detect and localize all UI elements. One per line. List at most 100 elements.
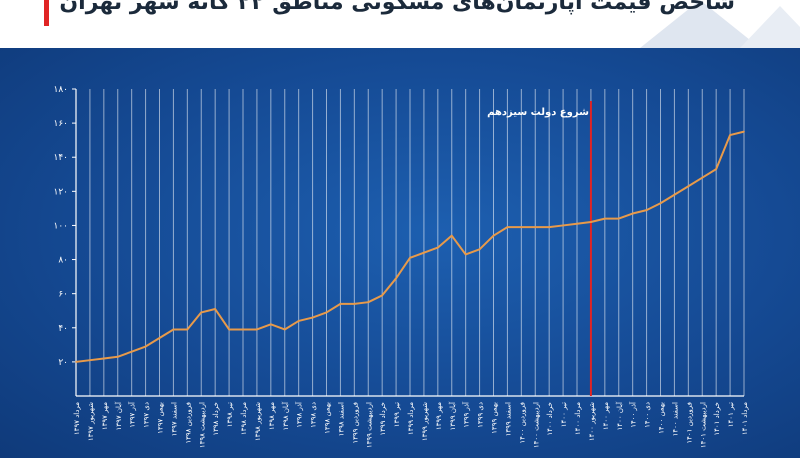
data-point bbox=[437, 246, 439, 249]
x-tick-label: اسفند ۱۳۹۹ bbox=[504, 402, 512, 436]
x-tick-label: مرداد ۱۴۰۰ bbox=[574, 402, 582, 435]
data-point bbox=[158, 337, 161, 339]
data-point bbox=[409, 257, 411, 259]
data-point bbox=[715, 168, 717, 170]
x-tick-label: مرداد ۱۳۹۹ bbox=[407, 402, 415, 435]
data-point bbox=[325, 311, 328, 314]
data-point bbox=[576, 222, 578, 225]
x-tick-labels: مرداد ۱۳۹۷ شهریور ۱۳۹۷ مهر ۱۳۹۷ آبان ۱۳۹۷ آذ… bbox=[73, 401, 749, 448]
data-point bbox=[506, 226, 509, 228]
x-tick-label: آذر ۱۳۹۷ bbox=[128, 401, 137, 428]
data-point bbox=[617, 217, 620, 220]
x-tick-label: دی ۱۴۰۰ bbox=[644, 402, 652, 428]
data-point bbox=[297, 320, 300, 322]
y-tick-label: ۸۰ bbox=[58, 256, 68, 266]
title-accent-bar bbox=[44, 0, 49, 26]
data-point bbox=[130, 350, 133, 353]
x-tick-label: بهمن ۱۳۹۹ bbox=[491, 402, 499, 434]
x-tick-label: اردیبهشت ۱۳۹۸ bbox=[198, 402, 206, 448]
x-tick-label: خرداد ۱۴۰۱ bbox=[713, 402, 721, 436]
data-point bbox=[103, 357, 105, 360]
x-tick-label: خرداد ۱۳۹۸ bbox=[212, 402, 220, 436]
x-tick-label: تیر ۱۳۹۸ bbox=[226, 402, 234, 427]
x-tick-label: اردیبهشت ۱۴۰۰ bbox=[532, 402, 540, 448]
x-tick-label: بهمن ۱۴۰۰ bbox=[658, 402, 666, 434]
y-tick-label: ۱۶۰ bbox=[53, 119, 68, 129]
y-tick-label: ۲۰ bbox=[58, 358, 68, 368]
x-tick-label: خرداد ۱۴۰۰ bbox=[546, 402, 554, 436]
x-tick-label: مهر ۱۳۹۹ bbox=[435, 402, 443, 430]
data-point bbox=[172, 328, 175, 331]
data-point bbox=[116, 355, 119, 358]
data-point bbox=[729, 134, 731, 136]
data-point bbox=[200, 311, 203, 314]
x-tick-label: فروردین ۱۴۰۱ bbox=[685, 402, 693, 444]
data-point bbox=[270, 323, 272, 326]
data-point bbox=[534, 226, 537, 228]
x-tick-label: دی ۱۳۹۹ bbox=[477, 402, 485, 428]
data-point bbox=[520, 226, 523, 228]
x-tick-label: دی ۱۳۹۸ bbox=[310, 402, 318, 428]
x-tick-label: آذر ۱۳۹۸ bbox=[295, 401, 304, 428]
data-point bbox=[450, 234, 453, 237]
data-point bbox=[89, 359, 91, 361]
x-tick-label: مهر ۱۴۰۰ bbox=[602, 402, 610, 430]
vertical-gridlines bbox=[75, 89, 745, 396]
x-tick-label: شهریور ۱۳۹۷ bbox=[87, 402, 95, 441]
data-point bbox=[631, 212, 634, 215]
y-tick-label: ۱۴۰ bbox=[53, 153, 68, 163]
data-point bbox=[144, 345, 147, 348]
x-tick-label: فروردین ۱۳۹۸ bbox=[184, 402, 192, 444]
annotations: شروع دولت سیزدهم bbox=[487, 101, 592, 396]
data-point bbox=[701, 176, 704, 179]
chart-panel: ۲۰ ۴۰ ۶۰ ۸۰ ۱۰۰ ۱۲۰ ۱۴۰ ۱۶۰ ۱۸۰ مرداد ۱۳۹۷ شهریور… bbox=[0, 48, 800, 458]
axes bbox=[75, 89, 744, 397]
x-tick-label: فروردین ۱۳۹۹ bbox=[351, 402, 359, 444]
x-tick-label: مرداد ۱۴۰۱ bbox=[741, 402, 749, 435]
x-tick-label: دی ۱۳۹۷ bbox=[143, 402, 151, 428]
data-point bbox=[645, 209, 648, 211]
x-tick-label: شهریور ۱۴۰۰ bbox=[588, 402, 596, 441]
data-point bbox=[743, 130, 745, 133]
x-tick-label: مرداد ۱۳۹۷ bbox=[73, 402, 81, 435]
y-tick-label: ۶۰ bbox=[58, 290, 68, 300]
x-tick-label: آذر ۱۳۹۹ bbox=[462, 401, 471, 428]
data-point bbox=[339, 303, 342, 305]
data-point bbox=[492, 234, 495, 237]
data-point bbox=[604, 217, 606, 220]
data-point bbox=[659, 202, 662, 205]
data-point bbox=[687, 185, 690, 188]
x-tick-label: آبان ۱۳۹۷ bbox=[114, 401, 123, 430]
x-tick-label: اسفند ۱۴۰۰ bbox=[671, 402, 679, 436]
x-tick-label: اردیبهشت ۱۳۹۹ bbox=[365, 402, 373, 448]
data-point bbox=[311, 316, 314, 319]
x-tick-label: مهر ۱۳۹۷ bbox=[101, 402, 109, 430]
page-title: شاخص قیمت آپارتمان‌های مسکونی مناطق ۲۲ گ… bbox=[59, 0, 735, 15]
data-point bbox=[75, 361, 77, 363]
x-tick-label: آبان ۱۳۹۸ bbox=[281, 401, 290, 430]
x-tick-label: آبان ۱۳۹۹ bbox=[448, 401, 457, 430]
data-point bbox=[423, 251, 425, 254]
data-point bbox=[548, 226, 550, 228]
y-tick-label: ۱۰۰ bbox=[53, 221, 68, 231]
data-point bbox=[283, 328, 286, 331]
data-point bbox=[562, 224, 564, 227]
data-point bbox=[367, 301, 370, 303]
y-tick-labels: ۲۰ ۴۰ ۶۰ ۸۰ ۱۰۰ ۱۲۰ ۱۴۰ ۱۶۰ ۱۸۰ bbox=[53, 85, 76, 368]
x-tick-label: اسفند ۱۳۹۷ bbox=[170, 402, 178, 436]
data-point bbox=[381, 294, 383, 297]
y-tick-label: ۴۰ bbox=[58, 324, 68, 334]
x-tick-label: فروردین ۱۴۰۰ bbox=[518, 402, 526, 444]
data-point bbox=[353, 303, 356, 305]
header: شاخص قیمت آپارتمان‌های مسکونی مناطق ۲۲ گ… bbox=[0, 0, 800, 48]
data-point bbox=[228, 328, 230, 331]
x-tick-label: تیر ۱۴۰۱ bbox=[727, 402, 735, 427]
series bbox=[75, 130, 745, 363]
x-tick-label: شهریور ۱۳۹۸ bbox=[254, 402, 262, 441]
data-point bbox=[256, 328, 258, 331]
x-tick-label: بهمن ۱۳۹۸ bbox=[324, 402, 332, 434]
x-tick-label: تیر ۱۴۰۰ bbox=[560, 402, 568, 427]
x-tick-label: آبان ۱۴۰۰ bbox=[615, 401, 624, 430]
data-point bbox=[464, 253, 467, 256]
y-tick-label: ۱۸۰ bbox=[53, 85, 68, 95]
